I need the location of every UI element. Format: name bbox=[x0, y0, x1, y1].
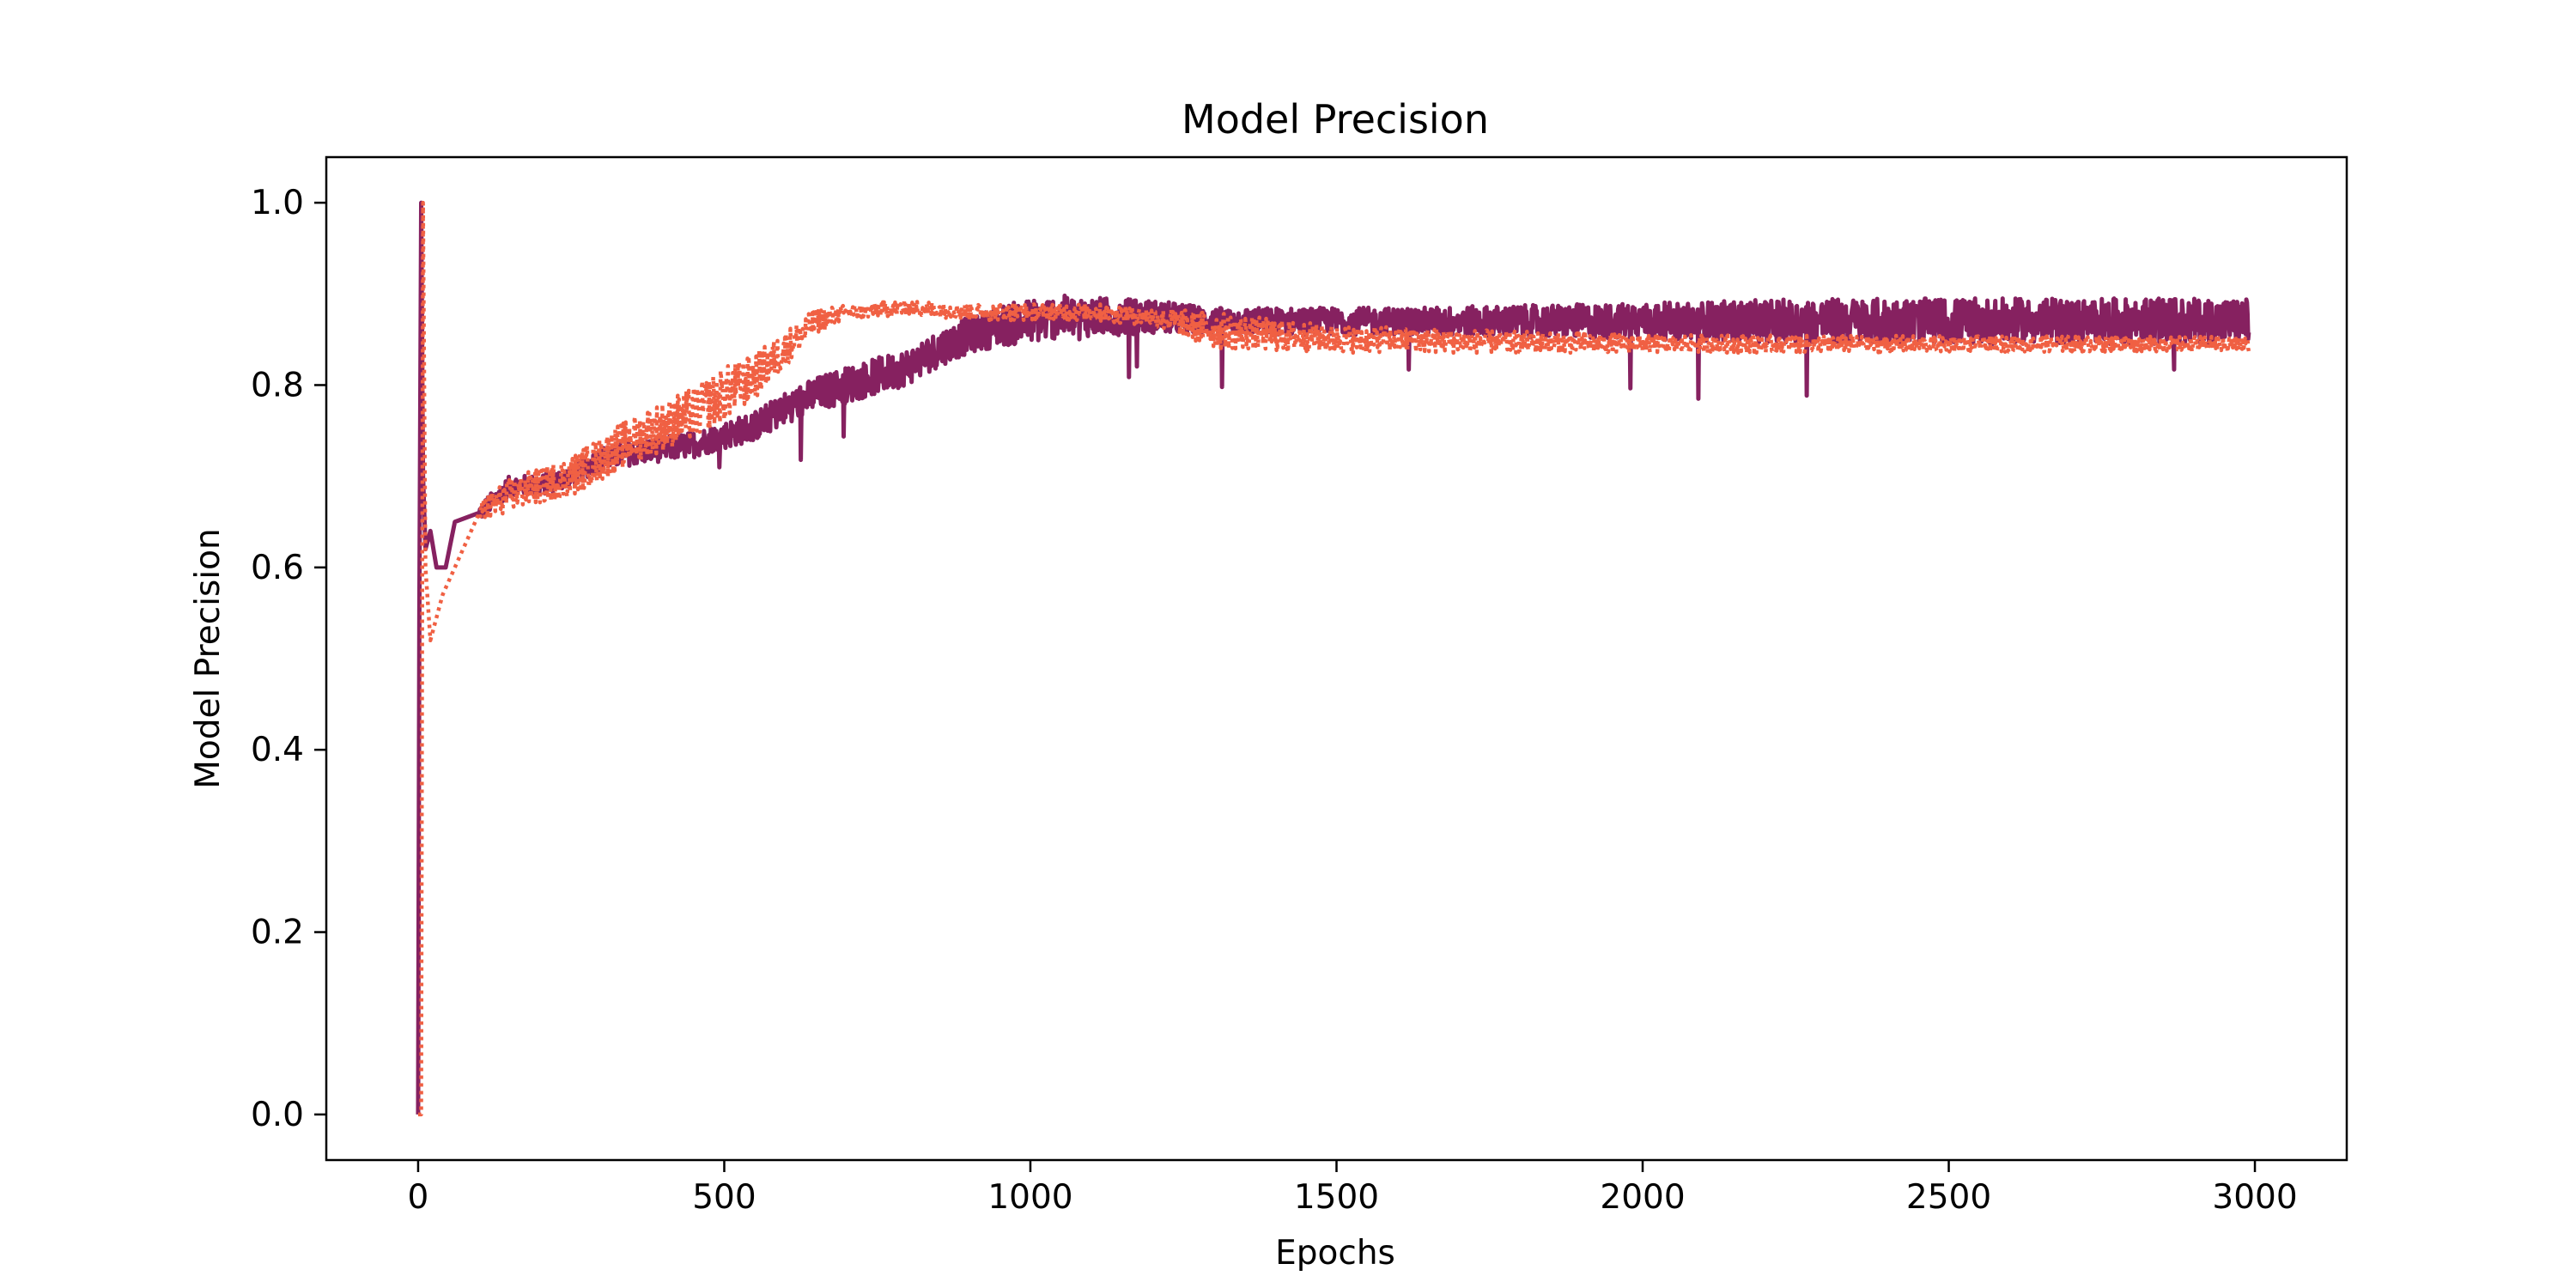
x-tick-label: 2500 bbox=[1906, 1178, 1991, 1217]
y-tick-label: 1.0 bbox=[251, 184, 304, 222]
y-axis-ticks: 0.0 0.2 0.4 0.6 0.8 1.0 bbox=[251, 184, 326, 1134]
x-tick-label: 1000 bbox=[987, 1178, 1072, 1217]
x-tick-label: 3000 bbox=[2212, 1178, 2297, 1217]
x-tick-label: 500 bbox=[692, 1178, 756, 1217]
series-line-solid bbox=[416, 200, 2251, 1115]
y-tick-label: 0.8 bbox=[251, 366, 304, 404]
y-axis-label: Model Precision bbox=[189, 528, 228, 789]
x-tick-label: 1500 bbox=[1294, 1178, 1379, 1217]
x-axis-label: Epochs bbox=[1275, 1234, 1395, 1273]
x-axis-ticks: 0 500 1000 1500 2000 2500 3000 bbox=[408, 1160, 2298, 1217]
y-tick-label: 0.0 bbox=[251, 1096, 304, 1134]
y-tick-label: 0.4 bbox=[251, 731, 304, 769]
x-tick-label: 0 bbox=[408, 1178, 429, 1217]
series-line-dotted bbox=[417, 200, 2251, 1117]
x-tick-label: 2000 bbox=[1600, 1178, 1685, 1217]
plot-data-group bbox=[416, 200, 2251, 1117]
y-tick-label: 0.6 bbox=[251, 549, 304, 587]
y-tick-label: 0.2 bbox=[251, 914, 304, 952]
chart-title: Model Precision bbox=[1182, 96, 1489, 143]
